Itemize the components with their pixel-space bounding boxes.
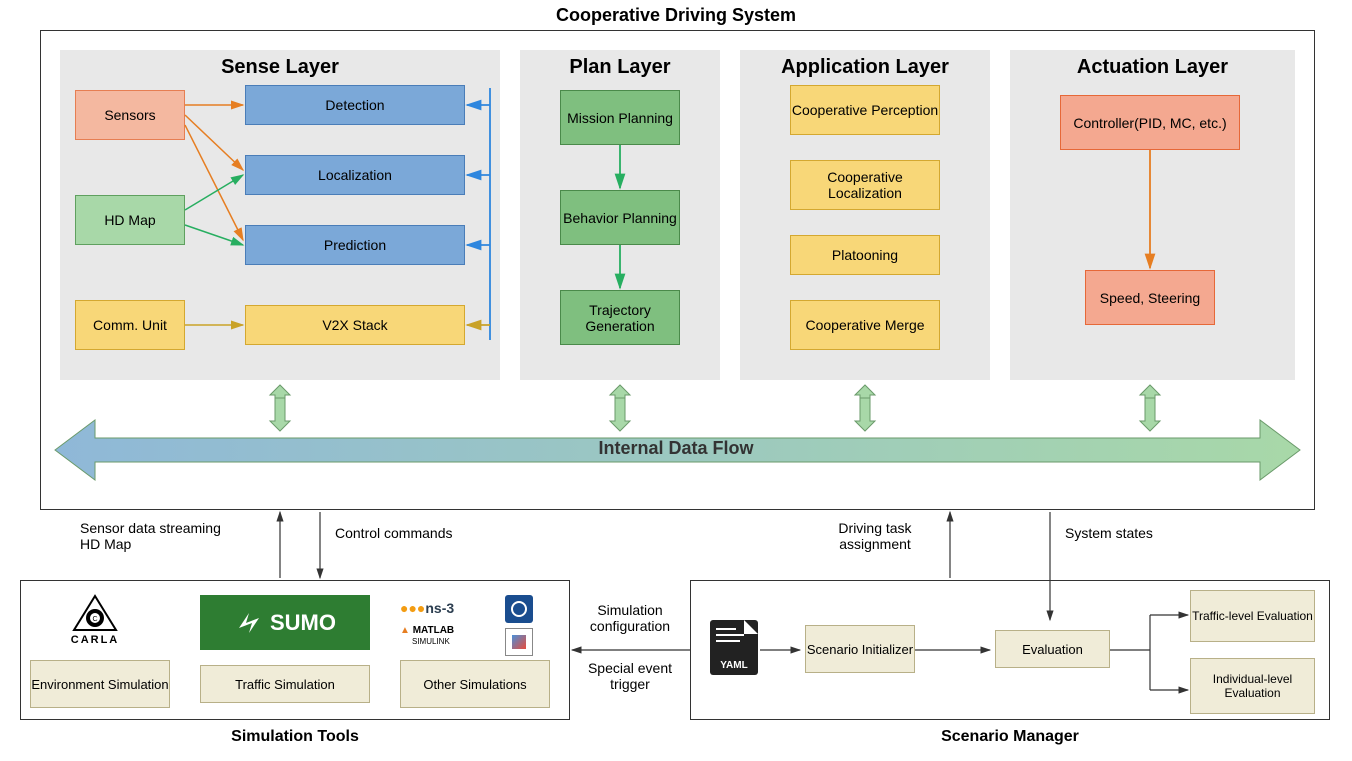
traffic-eval-box: Traffic-level Evaluation <box>1190 590 1315 642</box>
hdmap-label: HD Map <box>104 212 155 228</box>
env-sim-box: Environment Simulation <box>30 660 170 708</box>
traffic-sim-box: Traffic Simulation <box>200 665 370 703</box>
sensors-label: Sensors <box>104 107 155 123</box>
prediction-box: Prediction <box>245 225 465 265</box>
scenario-init-label: Scenario Initializer <box>807 642 913 657</box>
yaml-icon: YAML <box>710 620 758 675</box>
coop-loc-label: Cooperative Localization <box>791 169 939 201</box>
yaml-label: YAML <box>710 660 758 671</box>
carla-logo: C CARLA <box>45 590 145 650</box>
driving-task-label: Driving task assignment <box>810 520 940 552</box>
misc-logo-2 <box>505 628 533 656</box>
traffic-eval-label: Traffic-level Evaluation <box>1192 609 1313 623</box>
localization-box: Localization <box>245 155 465 195</box>
controller-box: Controller(PID, MC, etc.) <box>1060 95 1240 150</box>
behavior-label: Behavior Planning <box>563 210 677 226</box>
behavior-box: Behavior Planning <box>560 190 680 245</box>
coop-merge-label: Cooperative Merge <box>805 317 924 333</box>
other-sim-label: Other Simulations <box>423 677 526 692</box>
sim-config-label: Simulation configuration <box>575 602 685 634</box>
plan-layer-title: Plan Layer <box>520 50 720 79</box>
platoon-label: Platooning <box>832 247 898 263</box>
sys-states-label: System states <box>1065 525 1153 541</box>
v2x-label: V2X Stack <box>322 317 387 333</box>
speed-label: Speed, Steering <box>1100 290 1200 306</box>
controller-label: Controller(PID, MC, etc.) <box>1073 115 1226 131</box>
sensors-box: Sensors <box>75 90 185 140</box>
special-evt-label: Special event trigger <box>575 660 685 692</box>
ns3-logo: ●●●ns-3 <box>400 600 454 616</box>
sumo-logo: SUMO <box>200 595 370 650</box>
commu-label: Comm. Unit <box>93 317 167 333</box>
commu-box: Comm. Unit <box>75 300 185 350</box>
mission-label: Mission Planning <box>567 110 673 126</box>
speed-box: Speed, Steering <box>1085 270 1215 325</box>
data-flow-label: Internal Data Flow <box>0 438 1352 459</box>
trajectory-box: Trajectory Generation <box>560 290 680 345</box>
indiv-eval-box: Individual-level Evaluation <box>1190 658 1315 714</box>
hdmap-box: HD Map <box>75 195 185 245</box>
evaluation-label: Evaluation <box>1022 642 1083 657</box>
detection-box: Detection <box>245 85 465 125</box>
coop-loc-box: Cooperative Localization <box>790 160 940 210</box>
v2x-box: V2X Stack <box>245 305 465 345</box>
scenario-init-box: Scenario Initializer <box>805 625 915 673</box>
sim-tools-title: Simulation Tools <box>20 728 570 746</box>
trajectory-label: Trajectory Generation <box>561 302 679 334</box>
svg-text:C: C <box>92 616 97 623</box>
localization-label: Localization <box>318 167 392 183</box>
scenario-mgr-title: Scenario Manager <box>690 728 1330 746</box>
misc-logo-1 <box>505 595 533 623</box>
indiv-eval-label: Individual-level Evaluation <box>1191 672 1314 700</box>
app-layer-title: Application Layer <box>740 50 990 79</box>
coop-merge-box: Cooperative Merge <box>790 300 940 350</box>
traffic-sim-label: Traffic Simulation <box>235 677 335 692</box>
sense-layer-title: Sense Layer <box>60 50 500 79</box>
other-sim-box: Other Simulations <box>400 660 550 708</box>
coop-perc-label: Cooperative Perception <box>792 102 938 118</box>
sensor-stream-label: Sensor data streaming HD Map <box>80 520 221 552</box>
prediction-label: Prediction <box>324 237 386 253</box>
env-sim-label: Environment Simulation <box>31 677 168 692</box>
main-title: Cooperative Driving System <box>0 5 1352 26</box>
coop-perc-box: Cooperative Perception <box>790 85 940 135</box>
act-layer-title: Actuation Layer <box>1010 50 1295 79</box>
mission-box: Mission Planning <box>560 90 680 145</box>
evaluation-box: Evaluation <box>995 630 1110 668</box>
platoon-box: Platooning <box>790 235 940 275</box>
detection-label: Detection <box>325 97 384 113</box>
control-cmd-label: Control commands <box>335 525 453 541</box>
matlab-logo: ▲ MATLABSIMULINK <box>400 625 454 647</box>
